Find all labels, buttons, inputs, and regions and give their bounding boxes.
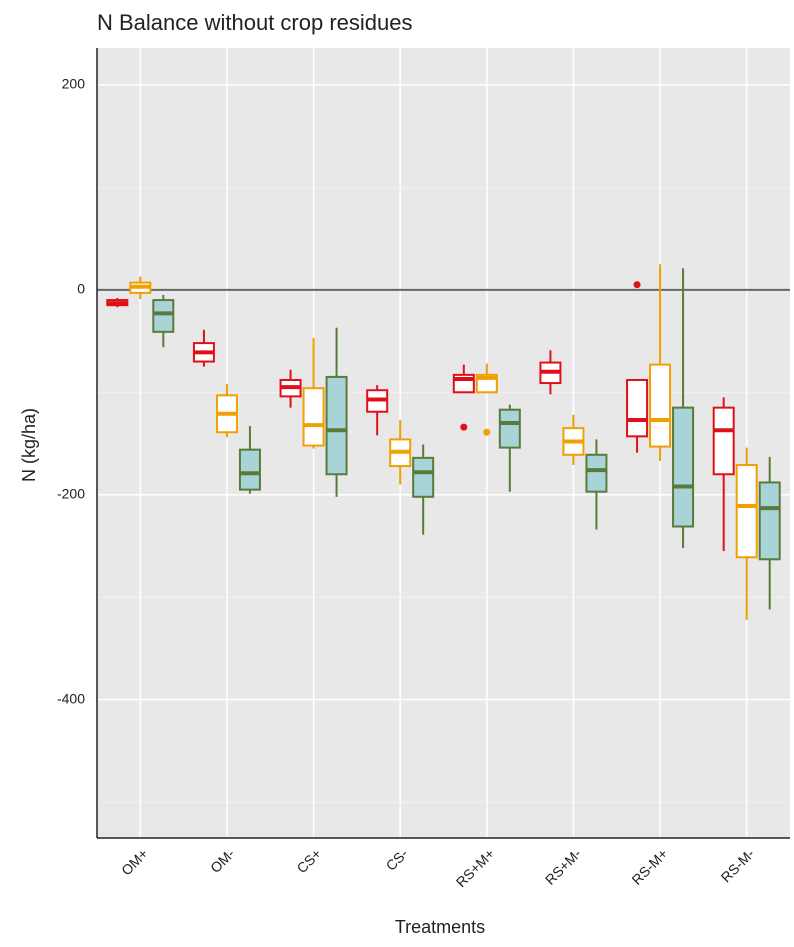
x-tick-label: CS- [383, 845, 412, 874]
box [626, 378, 649, 438]
box [238, 448, 261, 491]
box [585, 453, 608, 493]
y-tick-label: -200 [57, 485, 85, 501]
outlier [633, 281, 641, 289]
x-tick-label: RS+M- [542, 845, 585, 888]
box [649, 363, 672, 448]
outlier [460, 423, 468, 431]
x-tick-label: RS-M- [718, 845, 758, 885]
x-tick-label: RS-M+ [628, 845, 670, 887]
box [152, 299, 175, 333]
y-axis-label: N (kg/ha) [19, 408, 39, 482]
y-tick-label: 200 [62, 76, 86, 92]
box [498, 408, 521, 449]
x-tick-label: OM+ [118, 845, 151, 878]
x-axis-label: Treatments [395, 917, 485, 937]
box [672, 406, 695, 528]
box [712, 406, 735, 476]
y-tick-label: 0 [77, 281, 85, 297]
outlier [483, 428, 491, 436]
box [735, 464, 758, 559]
x-tick-label: RS+M+ [453, 845, 498, 890]
x-tick-label: OM- [207, 845, 238, 876]
box [758, 481, 781, 561]
box [302, 387, 325, 447]
y-tick-label: -400 [57, 690, 85, 706]
box [325, 375, 348, 476]
chart-title: N Balance without crop residues [97, 10, 413, 35]
box [412, 456, 435, 498]
x-tick-label: CS+ [293, 845, 324, 876]
